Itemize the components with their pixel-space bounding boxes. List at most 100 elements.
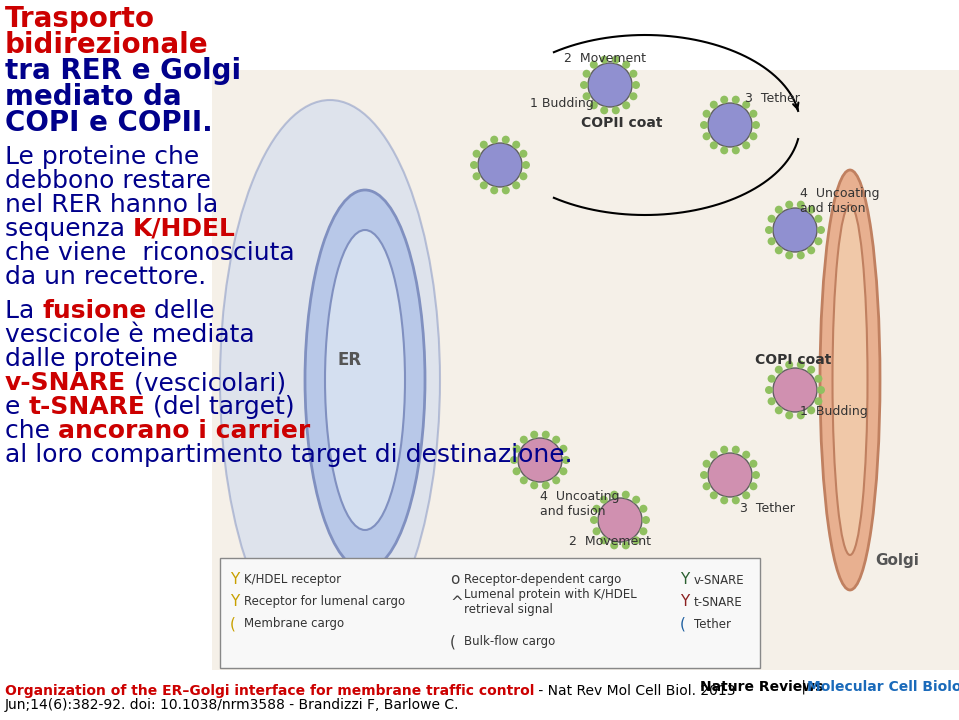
Circle shape <box>599 536 608 544</box>
Circle shape <box>530 482 538 490</box>
Text: COPI e COPII.: COPI e COPII. <box>5 109 213 137</box>
Circle shape <box>520 436 527 444</box>
Circle shape <box>629 92 638 100</box>
Bar <box>220 558 760 668</box>
Circle shape <box>612 55 620 63</box>
Circle shape <box>767 215 776 222</box>
Circle shape <box>552 436 560 444</box>
Text: Y: Y <box>230 572 239 588</box>
Circle shape <box>621 541 630 549</box>
Circle shape <box>590 60 597 68</box>
Circle shape <box>530 431 538 438</box>
Circle shape <box>775 206 783 214</box>
Circle shape <box>749 482 758 490</box>
Circle shape <box>814 238 823 246</box>
Circle shape <box>814 374 823 383</box>
Text: Golgi: Golgi <box>875 552 919 567</box>
Text: fusione: fusione <box>42 299 147 323</box>
Circle shape <box>817 226 825 234</box>
Circle shape <box>749 109 758 117</box>
Circle shape <box>522 161 530 169</box>
Circle shape <box>621 490 630 499</box>
Circle shape <box>640 527 647 535</box>
Circle shape <box>600 107 608 114</box>
Text: (del target): (del target) <box>145 395 294 419</box>
Text: t-SNARE: t-SNARE <box>694 595 743 608</box>
Circle shape <box>490 135 499 144</box>
Circle shape <box>470 161 478 169</box>
Circle shape <box>785 201 793 209</box>
Text: COPI coat: COPI coat <box>755 353 831 367</box>
Circle shape <box>720 146 728 154</box>
Text: ^: ^ <box>450 595 463 610</box>
Circle shape <box>703 109 711 117</box>
Circle shape <box>797 411 805 419</box>
Circle shape <box>590 516 598 524</box>
Text: nel RER hanno la: nel RER hanno la <box>5 193 219 217</box>
Text: 1  Budding: 1 Budding <box>800 405 868 418</box>
Circle shape <box>785 251 793 259</box>
Text: delle: delle <box>147 299 215 323</box>
Text: v-SNARE: v-SNARE <box>694 574 744 587</box>
Text: 3  Tether: 3 Tether <box>745 92 800 105</box>
Circle shape <box>767 238 776 246</box>
Circle shape <box>767 397 776 405</box>
Circle shape <box>480 181 488 189</box>
Text: dalle proteine: dalle proteine <box>5 347 177 371</box>
Circle shape <box>580 81 588 89</box>
Circle shape <box>562 456 570 464</box>
Circle shape <box>765 226 773 234</box>
Text: Trasporto: Trasporto <box>5 5 155 33</box>
Circle shape <box>582 92 591 100</box>
Text: Y: Y <box>680 595 690 610</box>
Circle shape <box>478 143 522 187</box>
Text: Molecular Cell Biology: Molecular Cell Biology <box>807 680 959 694</box>
Ellipse shape <box>832 205 868 555</box>
Circle shape <box>502 135 510 144</box>
Circle shape <box>490 186 499 194</box>
Text: (vescicolari): (vescicolari) <box>127 371 286 395</box>
Circle shape <box>732 96 739 104</box>
Circle shape <box>610 541 619 549</box>
Circle shape <box>742 101 750 109</box>
Circle shape <box>710 101 717 109</box>
Circle shape <box>817 386 825 394</box>
Circle shape <box>749 459 758 468</box>
Text: ancorano i carrier: ancorano i carrier <box>58 419 311 443</box>
Text: che: che <box>5 419 58 443</box>
Text: t-SNARE: t-SNARE <box>29 395 145 419</box>
Text: (: ( <box>450 634 456 649</box>
Circle shape <box>797 201 805 209</box>
Circle shape <box>785 361 793 369</box>
Ellipse shape <box>325 230 405 530</box>
Text: 3  Tether: 3 Tether <box>740 502 795 515</box>
Circle shape <box>612 107 620 114</box>
Circle shape <box>700 471 708 479</box>
Circle shape <box>785 411 793 419</box>
Circle shape <box>640 505 647 513</box>
Circle shape <box>710 451 717 459</box>
Circle shape <box>703 132 711 140</box>
Text: K/HDEL: K/HDEL <box>133 217 236 241</box>
Text: debbono restare: debbono restare <box>5 169 211 193</box>
Circle shape <box>588 63 632 107</box>
Circle shape <box>814 397 823 405</box>
Circle shape <box>720 446 728 454</box>
Bar <box>210 70 959 670</box>
Circle shape <box>590 102 597 109</box>
Circle shape <box>807 206 815 214</box>
Text: Membrane cargo: Membrane cargo <box>244 618 344 631</box>
Text: da un recettore.: da un recettore. <box>5 265 206 289</box>
Circle shape <box>518 438 562 482</box>
Text: che viene  riconosciuta: che viene riconosciuta <box>5 241 294 265</box>
Circle shape <box>720 96 728 104</box>
Text: Y: Y <box>230 595 239 610</box>
Circle shape <box>732 146 739 154</box>
Circle shape <box>520 150 527 158</box>
Circle shape <box>775 246 783 254</box>
Circle shape <box>512 467 521 475</box>
Text: Organization of the ER–Golgi interface for membrane traffic control: Organization of the ER–Golgi interface f… <box>5 684 534 698</box>
Circle shape <box>473 150 480 158</box>
Circle shape <box>629 70 638 78</box>
Circle shape <box>512 445 521 453</box>
